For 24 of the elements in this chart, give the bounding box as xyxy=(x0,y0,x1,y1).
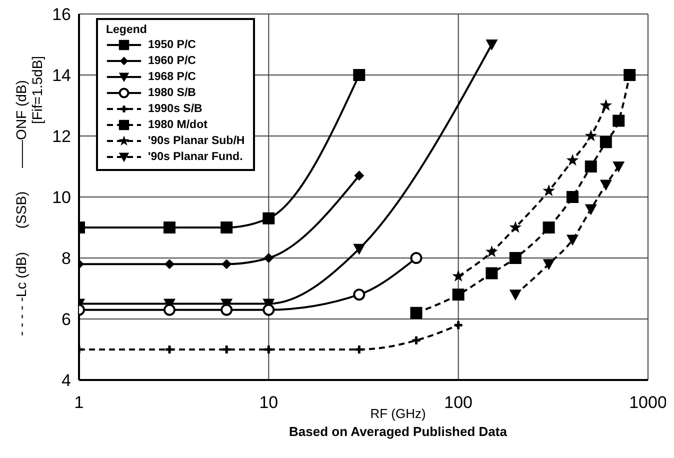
y-tick-label: 10 xyxy=(52,188,71,208)
x-tick-label: 100 xyxy=(444,393,473,412)
legend-label: 1980 M/dot xyxy=(148,119,208,131)
legend-label: 1960 P/C xyxy=(148,55,196,67)
y-axis-title: - - - - -Lc (dB) (SSB) ——ONF (dB) xyxy=(13,80,29,336)
legend-label: 1968 P/C xyxy=(148,71,196,83)
legend-label: '90s Planar Fund. xyxy=(148,151,243,163)
legend-label: 1950 P/C xyxy=(148,39,196,51)
y-tick-label: 16 xyxy=(52,5,71,24)
x-tick-label: 1000 xyxy=(629,393,667,412)
text: [Fif=1.5dB] xyxy=(29,56,45,124)
legend-title: Legend xyxy=(106,24,148,36)
y-tick-label: 12 xyxy=(52,127,71,146)
legend-label: 1980 S/B xyxy=(148,87,196,99)
x-axis-title: RF (GHz) xyxy=(370,406,426,421)
y-tick-label: 14 xyxy=(52,66,71,86)
y-tick-label: 8 xyxy=(62,249,71,268)
legend-label: '90s Planar Sub/H xyxy=(148,135,245,147)
legend-label: 1990s S/B xyxy=(148,103,202,115)
y-tick-label: 6 xyxy=(62,310,71,330)
x-tick-label: 10 xyxy=(259,393,278,412)
y-tick-label: 4 xyxy=(62,371,71,390)
text: Based on Averaged Published Data xyxy=(288,424,508,439)
x-tick-label: 1 xyxy=(74,393,84,412)
